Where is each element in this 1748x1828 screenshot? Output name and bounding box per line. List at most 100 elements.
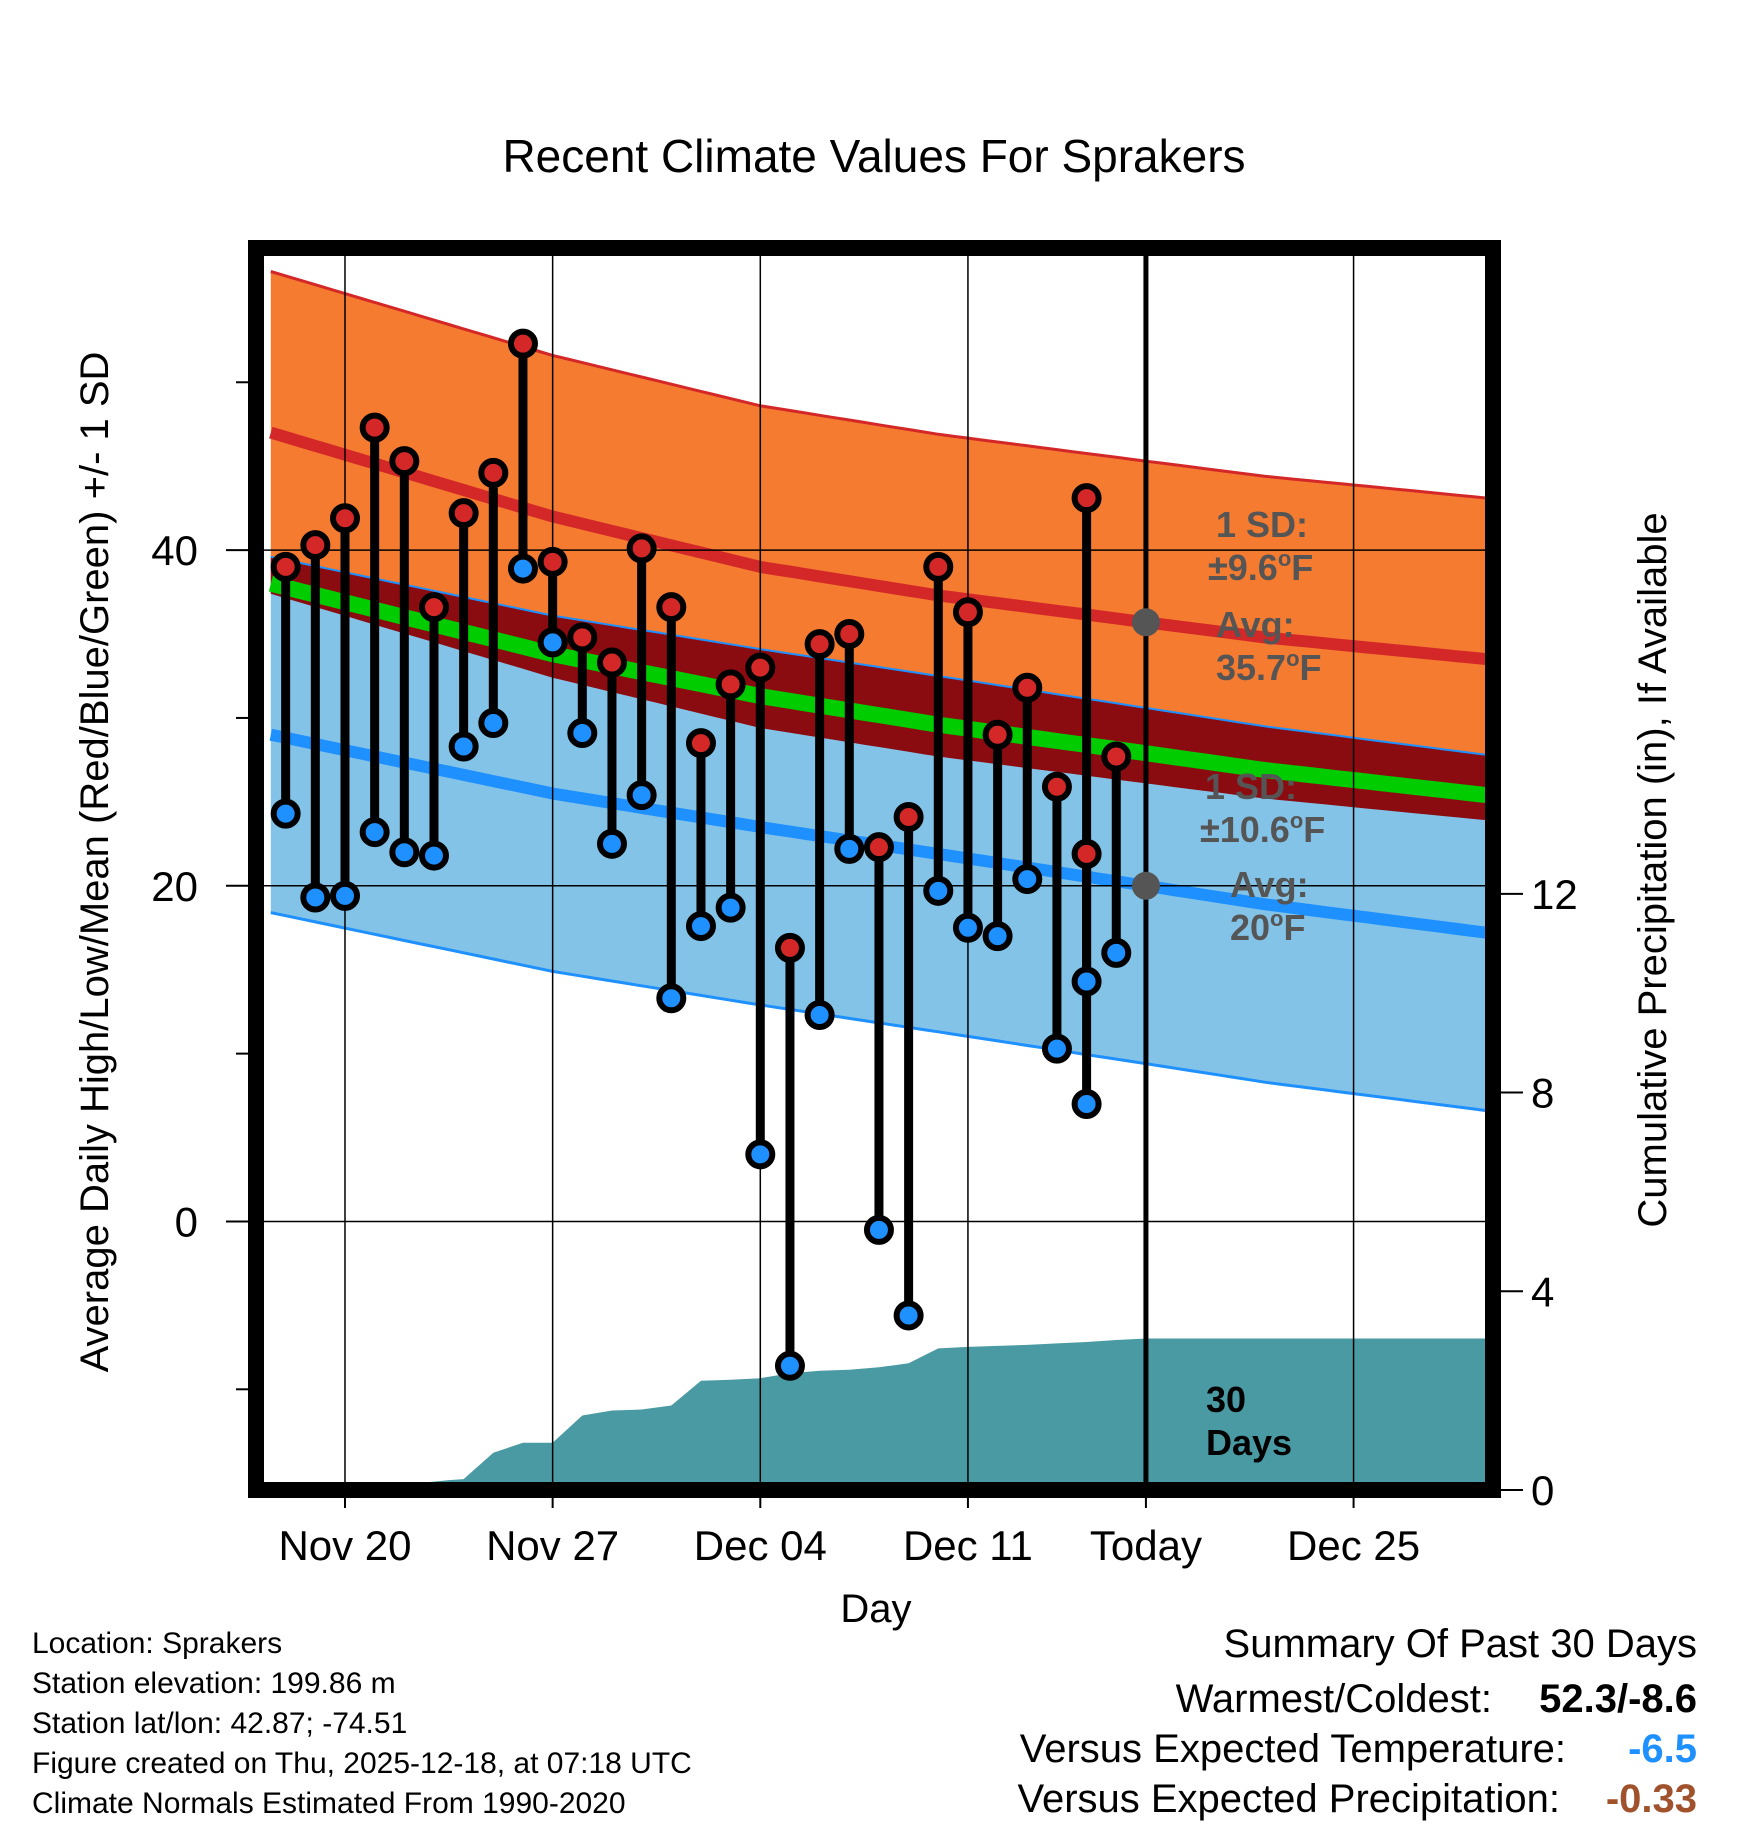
footer-normals: Climate Normals Estimated From 1990-2020	[32, 1787, 626, 1820]
high-avg-line	[269, 426, 1488, 666]
daily-low-point	[389, 837, 420, 868]
daily-low-point	[1012, 864, 1043, 895]
daily-high-point	[270, 551, 301, 582]
daily-high-point	[923, 551, 954, 582]
daily-high-point	[596, 647, 627, 678]
low-avg-label: Avg:	[1230, 864, 1309, 905]
y-left-tick-label: 20	[151, 863, 198, 910]
x-tick-label: Nov 20	[278, 1522, 411, 1569]
summary-title: Summary Of Past 30 Days	[1224, 1622, 1697, 1666]
daily-low-point	[952, 912, 983, 943]
plot-border	[248, 240, 1501, 1498]
daily-low-point	[923, 875, 954, 906]
daily-low-point	[507, 553, 538, 584]
daily-high-point	[685, 728, 716, 759]
footer-created: Figure created on Thu, 2025-12-18, at 07…	[32, 1747, 692, 1780]
daily-low-point	[834, 833, 865, 864]
daily-high-point	[952, 597, 983, 628]
precip-anomaly-label: Versus Expected Precipitation:	[1017, 1777, 1560, 1821]
precip-anomaly-value: -0.33	[1606, 1777, 1697, 1821]
y-left-tick-label: 40	[151, 527, 198, 574]
daily-low-point	[685, 911, 716, 942]
daily-low-point	[745, 1139, 776, 1170]
daily-high-point	[478, 457, 509, 488]
daily-high-point	[982, 719, 1013, 750]
daily-low-point	[715, 892, 746, 923]
daily-high-point	[537, 546, 568, 577]
daily-low-point	[893, 1300, 924, 1331]
low-sd-label: 1 SD:	[1205, 766, 1297, 807]
daily-low-point	[537, 627, 568, 658]
daily-high-point	[1041, 771, 1072, 802]
x-tick-label: Today	[1090, 1522, 1202, 1569]
daily-low-point	[1071, 966, 1102, 997]
daily-high-point	[329, 503, 360, 534]
daily-low-point	[300, 882, 331, 913]
daily-low-point	[1101, 937, 1132, 968]
daily-low-point	[626, 780, 657, 811]
high-sd-band	[270, 271, 1488, 821]
x-axis-label: Day	[840, 1587, 911, 1631]
plot-area	[256, 248, 1493, 1490]
daily-high-point	[567, 622, 598, 653]
footer-latlon: Station lat/lon: 42.87; -74.51	[32, 1707, 407, 1740]
daily-low-point	[1041, 1033, 1072, 1064]
precip-area	[270, 1338, 1488, 1490]
degree-mark: o	[1290, 808, 1303, 833]
warm-cold-value: 52.3/-8.6	[1539, 1677, 1697, 1721]
daily-low-point	[982, 921, 1013, 952]
x-tick-label: Dec 25	[1287, 1522, 1420, 1569]
y-right-tick-label: 8	[1531, 1070, 1554, 1117]
y-right-tick-label: 4	[1531, 1268, 1554, 1315]
daily-high-point	[774, 932, 805, 963]
footer-elevation: Station elevation: 199.86 m	[32, 1667, 396, 1700]
plot-frame	[248, 240, 1501, 1498]
daily-low-point	[567, 718, 598, 749]
axes: Nov 20 Nov 27 Dec 04 Dec 11 Today Dec 2502040…	[151, 381, 1578, 1569]
high-sd-label: 1 SD:	[1216, 504, 1308, 545]
daily-high-point	[1101, 741, 1132, 772]
y-right-tick-label: 0	[1531, 1467, 1554, 1514]
daily-high-point	[893, 801, 924, 832]
y-right-tick-label: 12	[1531, 871, 1578, 918]
daily-high-point	[418, 592, 449, 623]
daily-high-point	[804, 629, 835, 660]
x-tick-label: Nov 27	[486, 1522, 619, 1569]
y-axis-left-label: Average Daily High/Low/Mean (Red/Blue/Gr…	[73, 352, 117, 1373]
temp-anomaly-label: Versus Expected Temperature:	[1020, 1727, 1566, 1771]
daily-low-point	[656, 983, 687, 1014]
temp-anomaly-value: -6.5	[1628, 1727, 1697, 1771]
summary: Summary Of Past 30 Days Warmest/Coldest:…	[1017, 1622, 1697, 1821]
daily-low-point	[478, 707, 509, 738]
daily-high-point	[656, 592, 687, 623]
low-avg-marker	[1131, 871, 1160, 900]
daily-high-point	[1012, 672, 1043, 703]
daily-high-point	[507, 328, 538, 359]
high-upper-edge	[270, 270, 1488, 500]
days-word: Days	[1206, 1422, 1292, 1463]
degree-mark: o	[1270, 906, 1283, 931]
daily-high-point	[745, 652, 776, 683]
daily-low-point	[1071, 1088, 1102, 1119]
high-sd-value: ±9.6oF	[1208, 546, 1313, 588]
x-tick-label: Dec 11	[903, 1522, 1033, 1569]
daily-low-point	[774, 1350, 805, 1381]
chart-title: Recent Climate Values For Sprakers	[502, 130, 1245, 182]
daily-high-point	[448, 498, 479, 529]
degree-mark: o	[1278, 546, 1291, 571]
days-count: 30	[1206, 1379, 1246, 1420]
footer: Location: Sprakers Station elevation: 19…	[32, 1627, 692, 1820]
daily-low-point	[596, 828, 627, 859]
high-avg-value: 35.7oF	[1216, 646, 1322, 688]
footer-location: Location: Sprakers	[32, 1627, 282, 1660]
daily-low-point	[448, 731, 479, 762]
warm-cold-label: Warmest/Coldest:	[1176, 1677, 1492, 1721]
daily-high-point	[1071, 838, 1102, 869]
daily-high-point	[834, 619, 865, 650]
daily-high-point	[1071, 483, 1102, 514]
low-avg-value: 20oF	[1230, 906, 1306, 948]
low-upper-edge	[270, 555, 1488, 756]
daily-high-point	[300, 530, 331, 561]
daily-low-point	[270, 798, 301, 829]
